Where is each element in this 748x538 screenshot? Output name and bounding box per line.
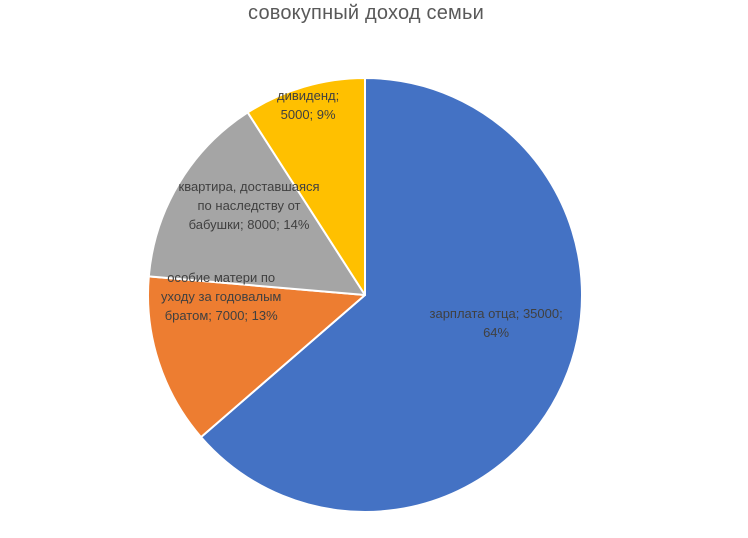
data-label: квартира, доставшаяся по наследству от баб… xyxy=(179,177,320,234)
slice-mother-allowance xyxy=(147,275,366,439)
data-label: дивиденд; 5000; 9% xyxy=(277,86,339,124)
data-label: особие матери по уходу за годовалым братом… xyxy=(161,268,281,325)
data-label-line: 5000; 9% xyxy=(280,107,336,122)
data-label-line: особие матери по xyxy=(167,269,276,285)
data-label-line: уходу за годовалым xyxy=(161,288,282,304)
data-label-line: братом; 7000; 13% xyxy=(164,307,278,323)
slice-dividend xyxy=(246,77,366,296)
slice-inherited-apartment xyxy=(147,111,366,296)
slice-father-salary xyxy=(200,77,583,513)
data-label-line: по наследству от xyxy=(197,197,301,213)
data-label-line: 64% xyxy=(483,325,510,340)
data-label-line: квартира, доставшаяся xyxy=(178,178,320,194)
data-label: зарплата отца; 35000; 64% xyxy=(430,304,563,342)
chart-title: совокупный доход семьи xyxy=(248,2,484,24)
data-label-line: дивиденд; xyxy=(277,88,340,103)
data-label-line: зарплата отца; 35000; xyxy=(429,306,563,321)
data-label-line: бабушки; 8000; 14% xyxy=(188,216,310,232)
